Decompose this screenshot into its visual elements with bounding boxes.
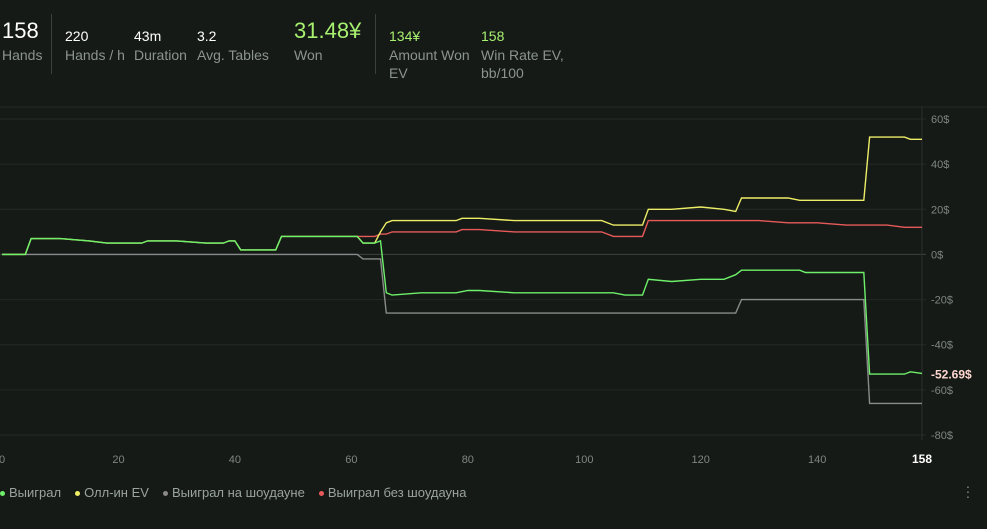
x-tick-label: 20 xyxy=(112,454,124,466)
stat-amount-won-ev-label: Amount Won EV xyxy=(389,47,470,81)
y-tick-label: 40$ xyxy=(931,159,949,171)
stat-duration: 43m Duration xyxy=(134,28,187,64)
stat-avg-tables-value: 3.2 xyxy=(197,28,217,44)
current-value-label: -52.69$ xyxy=(931,367,972,381)
y-tick-label: 0$ xyxy=(931,249,943,261)
legend-label: Выиграл без шоудауна xyxy=(327,485,467,500)
stat-hands-per-hour-label: Hands / h xyxy=(65,47,125,63)
x-tick-label: 140 xyxy=(808,454,826,466)
stat-avg-tables: 3.2 Avg. Tables xyxy=(197,28,269,64)
stat-win-rate-ev-value: 158 xyxy=(481,28,505,44)
y-tick-label: -80$ xyxy=(931,430,953,442)
stat-amount-won-ev-value: 134¥ xyxy=(389,28,421,44)
stat-won-label: Won xyxy=(294,47,323,63)
legend-label: Выиграл xyxy=(9,485,62,500)
x-tick-label: 100 xyxy=(575,454,593,466)
x-tick-label: 40 xyxy=(229,454,241,466)
x-tick-label: 60 xyxy=(345,454,357,466)
y-tick-label: 60$ xyxy=(931,114,949,126)
chart-legend: Выиграл Олл-ин EV Выиграл на шоудауне Выигр… xyxy=(0,485,466,500)
y-tick-label: -60$ xyxy=(931,385,953,397)
profit-chart[interactable]: 60$ 40$ 20$ 0$ -20$ -40$ -60$ -80$ 0 20 40 60 80 100 1… xyxy=(0,0,987,470)
kebab-menu-icon[interactable]: · · · xyxy=(965,478,971,504)
x-tick-label: 0 xyxy=(0,454,5,466)
legend-dot-icon xyxy=(75,491,81,497)
stat-hands-per-hour-value: 220 xyxy=(65,28,89,44)
legend-label: Выиграл на шоудауне xyxy=(171,485,305,500)
stat-duration-value: 43m xyxy=(134,28,162,44)
divider xyxy=(51,14,52,74)
stat-amount-won-ev: 134¥ Amount Won EV xyxy=(389,28,470,82)
legend-item[interactable]: Выиграл xyxy=(0,485,61,500)
y-tick-label: 20$ xyxy=(931,204,949,216)
stat-hands: 158 Hands xyxy=(2,18,42,64)
stat-duration-label: Duration xyxy=(134,47,187,63)
series-line-3 xyxy=(357,219,922,238)
legend-item[interactable]: Выиграл без шоудауна xyxy=(318,485,467,500)
series-line-0 xyxy=(2,235,923,375)
x-tick-label: 158 xyxy=(912,452,932,466)
stat-hands-value: 158 xyxy=(2,18,39,43)
stat-avg-tables-label: Avg. Tables xyxy=(197,47,269,63)
legend-dot-icon xyxy=(162,491,168,497)
y-tick-label: -20$ xyxy=(931,295,953,307)
stat-won-value: 31.48¥ xyxy=(294,18,362,43)
legend-dot-icon xyxy=(318,491,324,497)
x-tick-label: 120 xyxy=(692,454,710,466)
divider xyxy=(375,14,376,74)
y-tick-label: -40$ xyxy=(931,340,953,352)
stat-win-rate-ev-label: Win Rate EV, bb/100 xyxy=(481,47,564,81)
legend-item[interactable]: Выиграл на шоудауне xyxy=(162,485,305,500)
legend-label: Олл-ин EV xyxy=(84,485,149,500)
stat-hands-per-hour: 220 Hands / h xyxy=(65,28,125,64)
x-tick-label: 80 xyxy=(462,454,474,466)
stat-hands-label: Hands xyxy=(2,47,43,63)
legend-item[interactable]: Олл-ин EV xyxy=(75,485,149,500)
stat-win-rate-ev: 158 Win Rate EV, bb/100 xyxy=(481,28,564,82)
legend-dot-icon xyxy=(0,491,5,497)
series-line-1 xyxy=(2,136,922,256)
series-line-2 xyxy=(2,253,922,405)
stat-won: 31.48¥ Won xyxy=(294,18,361,64)
